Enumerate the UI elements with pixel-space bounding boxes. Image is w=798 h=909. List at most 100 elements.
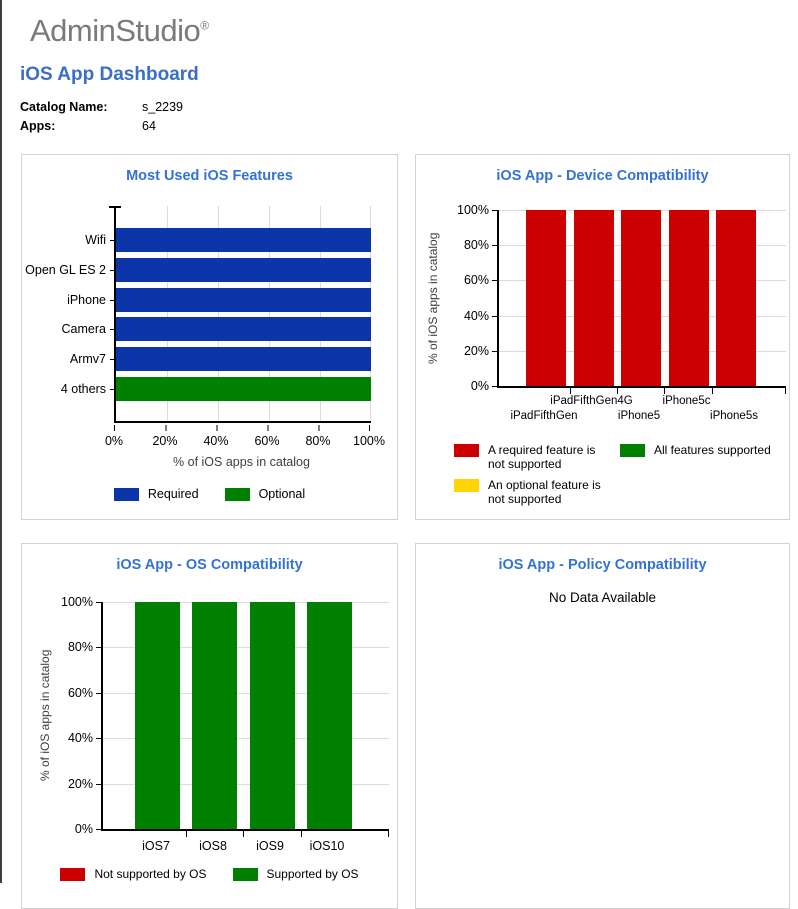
bar-row: iPhone [67, 287, 371, 312]
bar-group [499, 210, 786, 386]
x-category-label: iOS7 [142, 839, 170, 853]
panel-most-used-features: Most Used iOS Features Wifi Open GL ES 2… [21, 154, 398, 520]
x-axis-ticks: 0% 20% 40% 60% 80% 100% [105, 425, 385, 448]
tick-mark [617, 388, 618, 394]
apps-row: Apps: 64 [20, 116, 183, 135]
y-tick-label: 20% [67, 776, 103, 791]
tick-mark [785, 388, 786, 394]
gridline [320, 206, 321, 421]
tick-mark [712, 388, 713, 394]
tick-mark [243, 831, 244, 837]
chart-title: Most Used iOS Features [126, 168, 293, 184]
bar [116, 376, 371, 401]
category-label: Camera [61, 322, 106, 337]
y-tick-label: 80% [463, 238, 499, 253]
y-tick-label: 60% [67, 685, 103, 700]
legend-label: Required [147, 487, 199, 501]
gridline [167, 206, 168, 421]
gridline [103, 647, 389, 649]
panel-os-compatibility: iOS App - OS Compatibility % of iOS apps… [21, 543, 398, 909]
legend-swatch [454, 479, 479, 493]
gridline [103, 692, 389, 694]
gridline [269, 206, 270, 421]
legend-swatch [224, 487, 250, 501]
legend-label: All features supported [654, 443, 771, 457]
window-left-edge [0, 0, 2, 883]
category-label: Armv7 [69, 352, 106, 367]
gridline [103, 738, 389, 740]
y-tick-label: 0% [74, 822, 103, 836]
x-tick-label: 80% [305, 425, 331, 448]
bar-group [103, 602, 389, 829]
category-label: 4 others [60, 381, 106, 396]
bar [668, 210, 709, 386]
x-tick-label: 100% [353, 425, 385, 448]
x-category-label: iPhone5c [662, 395, 711, 407]
adminstudio-logo: AdminStudio® [30, 13, 209, 49]
y-tick-label: 100% [61, 595, 102, 609]
x-axis-title: % of iOS apps in catalog [173, 455, 310, 469]
legend: Not supported by OS Supported by OS [22, 867, 397, 881]
plot-area: 100% 80% 60% 40% 20% 0% [457, 203, 786, 394]
tick-mark [664, 388, 665, 394]
catalog-name-row: Catalog Name: s_2239 [20, 97, 183, 116]
apps-value: 64 [142, 118, 156, 133]
bar [249, 602, 295, 829]
x-axis-labels: iPadFifthGen iPadFifthGen4G iPhone5 iPho… [497, 386, 784, 428]
bar [621, 210, 661, 386]
legend-item: Optional [224, 487, 306, 501]
chart-title: iOS App - Policy Compatibility [498, 557, 707, 573]
y-tick-label: 60% [463, 273, 499, 288]
bar [116, 287, 371, 312]
bar [192, 602, 238, 829]
legend-item: Supported by OS [232, 867, 359, 881]
plot-area: Wifi Open GL ES 2 iPhone Camera Armv7 4 … [25, 206, 371, 423]
y-tick-label: 40% [67, 731, 103, 746]
catalog-meta: Catalog Name: s_2239 Apps: 64 [20, 97, 183, 135]
bar-group: Wifi Open GL ES 2 iPhone Camera Armv7 4 … [25, 206, 371, 421]
legend-swatch [232, 867, 258, 881]
y-tick-label: 40% [463, 308, 499, 323]
x-category-label: iPhone5 [617, 410, 661, 422]
x-category-label: iOS10 [309, 839, 345, 853]
y-tick-label: 80% [67, 640, 103, 655]
gridline [370, 206, 371, 421]
bar [116, 257, 371, 282]
registered-mark-icon: ® [200, 18, 209, 33]
logo-text: AdminStudio [30, 13, 201, 48]
bar [573, 210, 614, 386]
legend-label: Supported by OS [266, 867, 359, 881]
y-axis-title: % of iOS apps in catalog [38, 649, 52, 782]
category-label: iPhone [67, 292, 106, 307]
category-label: Wifi [85, 233, 106, 247]
legend: A required feature is not supported All … [454, 443, 775, 507]
legend-swatch [113, 487, 139, 501]
legend-item: An optional feature is not supported [454, 478, 614, 506]
chart-title: iOS App - OS Compatibility [116, 557, 303, 573]
x-category-label: iPhone5s [710, 410, 758, 422]
legend-swatch [620, 444, 645, 457]
panel-device-compatibility: iOS App - Device Compatibility % of iOS … [415, 154, 790, 520]
y-tick-label: 20% [463, 343, 499, 358]
chart-title: iOS App - Device Compatibility [496, 168, 709, 184]
gridline [103, 602, 389, 603]
x-category-label: iOS8 [199, 839, 227, 853]
y-tick-label: 100% [457, 203, 498, 217]
x-category-label: iPadFifthGen [510, 410, 578, 422]
legend-label: Optional [258, 487, 306, 501]
y-axis-title: % of iOS apps in catalog [426, 232, 440, 364]
legend-swatch [454, 444, 479, 457]
x-category-label: iOS9 [256, 839, 284, 853]
bar [116, 228, 371, 252]
bar [116, 347, 371, 372]
tick-mark [570, 388, 571, 394]
apps-label: Apps: [20, 118, 56, 133]
legend-label: A required feature is not supported [488, 443, 596, 472]
category-label: Open GL ES 2 [25, 262, 106, 277]
gridline [103, 783, 389, 785]
bar [526, 210, 566, 386]
bar-row: Camera [62, 317, 371, 342]
legend: Required Optional [22, 487, 397, 501]
panel-policy-compatibility: iOS App - Policy Compatibility No Data A… [415, 543, 790, 909]
bar-row: Armv7 [70, 347, 371, 372]
